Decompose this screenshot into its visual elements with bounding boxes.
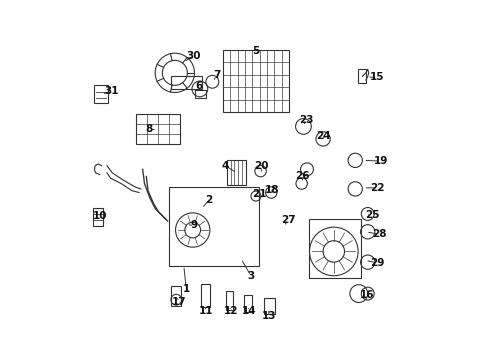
Text: 14: 14	[241, 306, 256, 316]
Text: 9: 9	[190, 220, 198, 230]
Text: 13: 13	[261, 311, 276, 321]
Text: 27: 27	[280, 215, 295, 225]
Text: 18: 18	[264, 185, 279, 195]
Text: 28: 28	[371, 229, 386, 239]
Bar	[171, 286, 181, 306]
Bar	[308, 219, 360, 278]
Bar	[201, 284, 209, 307]
Bar	[169, 187, 258, 266]
Text: 15: 15	[369, 72, 384, 82]
Text: 17: 17	[171, 297, 186, 307]
Bar	[135, 114, 180, 144]
Bar	[93, 208, 102, 226]
Text: 20: 20	[254, 161, 268, 171]
Bar	[226, 159, 246, 185]
Text: 11: 11	[198, 306, 213, 316]
Text: 1: 1	[183, 284, 189, 294]
Bar	[94, 85, 108, 103]
Text: 23: 23	[298, 115, 312, 125]
Text: 24: 24	[316, 131, 330, 141]
Text: 31: 31	[104, 86, 118, 96]
Bar	[223, 50, 288, 112]
Text: 19: 19	[373, 156, 387, 166]
Text: 30: 30	[186, 51, 200, 61]
Text: 3: 3	[247, 271, 254, 281]
Text: 2: 2	[205, 195, 212, 205]
Bar	[357, 68, 365, 83]
Text: 6: 6	[195, 81, 202, 91]
Bar	[225, 291, 233, 310]
Text: 10: 10	[93, 211, 107, 221]
Text: 8: 8	[145, 124, 152, 134]
Text: 7: 7	[212, 70, 220, 80]
Text: 22: 22	[369, 183, 384, 193]
Text: 25: 25	[364, 210, 379, 220]
Bar	[244, 295, 251, 312]
Text: 5: 5	[252, 46, 259, 56]
Bar	[264, 298, 274, 314]
Text: 26: 26	[295, 171, 309, 181]
Bar	[195, 90, 205, 98]
Text: 12: 12	[223, 306, 238, 316]
Text: 29: 29	[369, 258, 384, 268]
Text: 16: 16	[359, 290, 373, 300]
Bar	[171, 76, 201, 89]
Text: 4: 4	[222, 161, 229, 171]
Text: 21: 21	[252, 189, 266, 199]
